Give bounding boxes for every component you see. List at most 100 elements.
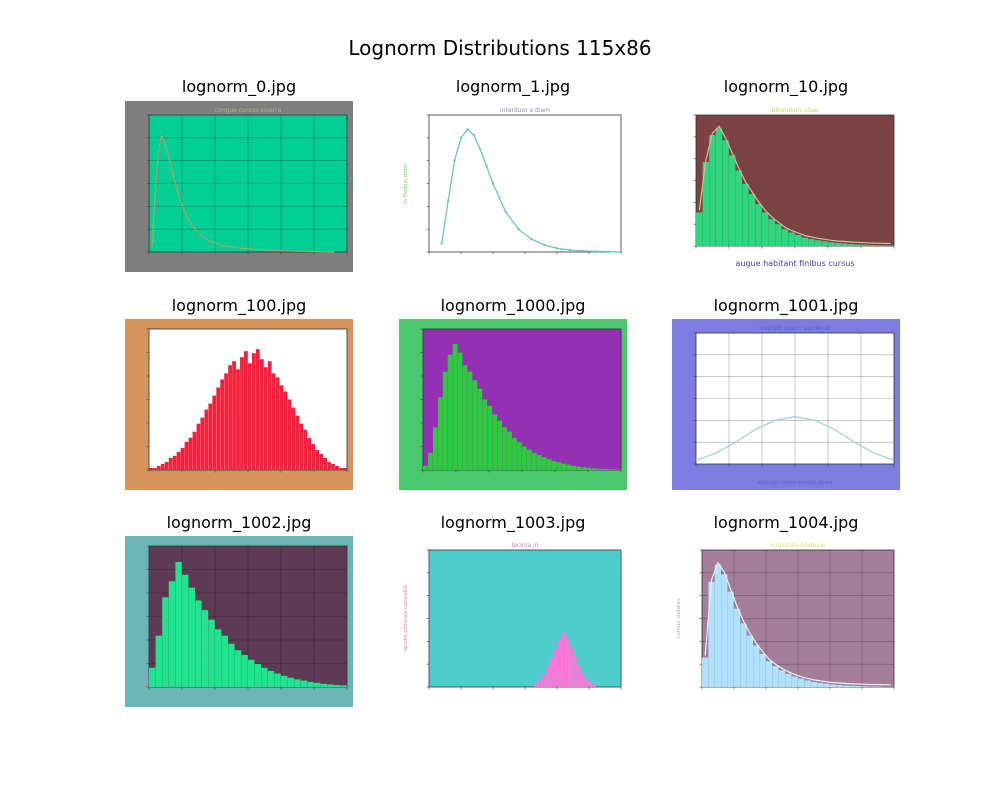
thumbnail-title: suscipit lorem sapien at [759, 325, 831, 332]
histogram-bar [746, 635, 753, 687]
histogram-bar [549, 658, 554, 687]
histogram-bar [576, 466, 582, 470]
series-point [568, 248, 571, 252]
histogram-bar [287, 677, 294, 687]
histogram-bar [522, 446, 527, 470]
thumbnail-lognorm-1000 [399, 319, 627, 490]
histogram-bar [220, 379, 225, 470]
series-point [619, 250, 623, 254]
histogram-bar [569, 647, 573, 687]
histogram-bar [263, 367, 268, 470]
histogram-bar [149, 467, 153, 470]
histogram-bar [601, 468, 606, 470]
histogram-bar [849, 685, 856, 687]
histogram-bar [755, 204, 762, 246]
histogram-bar [581, 467, 587, 470]
histogram-bar [734, 608, 741, 687]
histogram-bar [795, 235, 802, 246]
histogram-bar [842, 685, 849, 687]
histogram-bar [236, 369, 240, 470]
histogram-bar [735, 170, 742, 246]
thumbnail-xlabel: augue habitant finibus cursus [735, 259, 854, 268]
histogram-bar [785, 673, 792, 687]
histogram-bar [729, 155, 736, 246]
histogram-bar [702, 657, 709, 687]
histogram-bar [259, 359, 264, 470]
series-point [447, 199, 450, 202]
histogram-bar [781, 229, 789, 246]
histogram-bar [759, 653, 766, 687]
histogram-bar [861, 244, 868, 246]
histogram-bar [557, 640, 562, 687]
histogram-bar [538, 679, 543, 687]
cell-title-lognorm-1002: lognorm_1002.jpg [166, 513, 312, 532]
histogram-bar [804, 680, 811, 687]
histogram-bar [283, 391, 288, 470]
histogram-bar [224, 373, 228, 470]
histogram-bar [778, 670, 785, 687]
cell-title-lognorm-1001: lognorm_1001.jpg [713, 296, 859, 315]
histogram-bar [307, 437, 312, 470]
histogram-bar [212, 395, 217, 470]
histogram-bar [452, 343, 458, 470]
histogram-bar [565, 638, 569, 687]
histogram-bar [497, 420, 502, 470]
thumbnail-title: vulputate tristique [770, 542, 826, 549]
histogram-bar [591, 468, 597, 470]
histogram-bar [584, 677, 589, 687]
histogram-bar [708, 581, 715, 687]
histogram-bar [315, 449, 320, 470]
cell-title-lognorm-1000: lognorm_1000.jpg [440, 296, 586, 315]
histogram-bar [294, 679, 301, 687]
histogram-bar [606, 469, 611, 470]
histogram-bar [855, 686, 862, 687]
histogram-bar [561, 632, 566, 687]
histogram-bar [512, 437, 517, 470]
histogram-bar [874, 245, 881, 246]
series-point [504, 210, 507, 214]
histogram-bar [311, 443, 316, 470]
histogram-bar [216, 387, 221, 470]
histogram-bar [251, 353, 256, 470]
histogram-bar [327, 684, 334, 687]
histogram-bar [867, 244, 874, 246]
histogram-bar [768, 219, 775, 246]
series-line [441, 128, 622, 253]
histogram-bar [788, 232, 795, 246]
plot-area [428, 549, 622, 688]
histogram-bar [702, 162, 709, 246]
histogram-bar [208, 619, 215, 687]
histogram-bar [295, 415, 300, 470]
histogram-bar [551, 461, 557, 470]
histogram-bar [841, 243, 848, 246]
thumbnail-lognorm-1004: vulputate tristique cursus sodales [672, 536, 900, 707]
histogram-bar [880, 245, 888, 246]
histogram-bar [772, 666, 779, 687]
histogram-bar [586, 467, 592, 470]
figure-title: Lognorm Distributions 115x86 [348, 36, 652, 60]
histogram-bar [722, 140, 729, 246]
histogram-bar [303, 429, 308, 470]
thumbnail-ylabel: in finibus dolor [403, 162, 409, 204]
histogram-bar [168, 581, 176, 687]
histogram-bar [828, 242, 835, 246]
histogram-bar [175, 562, 182, 687]
histogram-bar [320, 683, 327, 687]
histogram-bar [526, 449, 532, 470]
series-point [607, 250, 610, 253]
histogram-bar [472, 380, 478, 470]
histogram-bar [241, 654, 248, 687]
histogram-bar [196, 423, 201, 470]
thumbnail-ylabel: iaculis ultricies convallis [403, 585, 409, 652]
histogram-bar [517, 442, 522, 470]
histogram-bar [830, 684, 837, 687]
histogram-bar [287, 399, 292, 470]
histogram-bar [340, 685, 347, 687]
series-point [440, 242, 443, 245]
histogram-bar [333, 685, 341, 687]
histogram-bar [714, 564, 721, 687]
histogram-bar [228, 643, 235, 687]
thumbnail-lognorm-10: bibendum vitae augue habitant finibus cur… [672, 101, 900, 272]
histogram-bar [164, 461, 169, 470]
histogram-bar [168, 457, 173, 470]
